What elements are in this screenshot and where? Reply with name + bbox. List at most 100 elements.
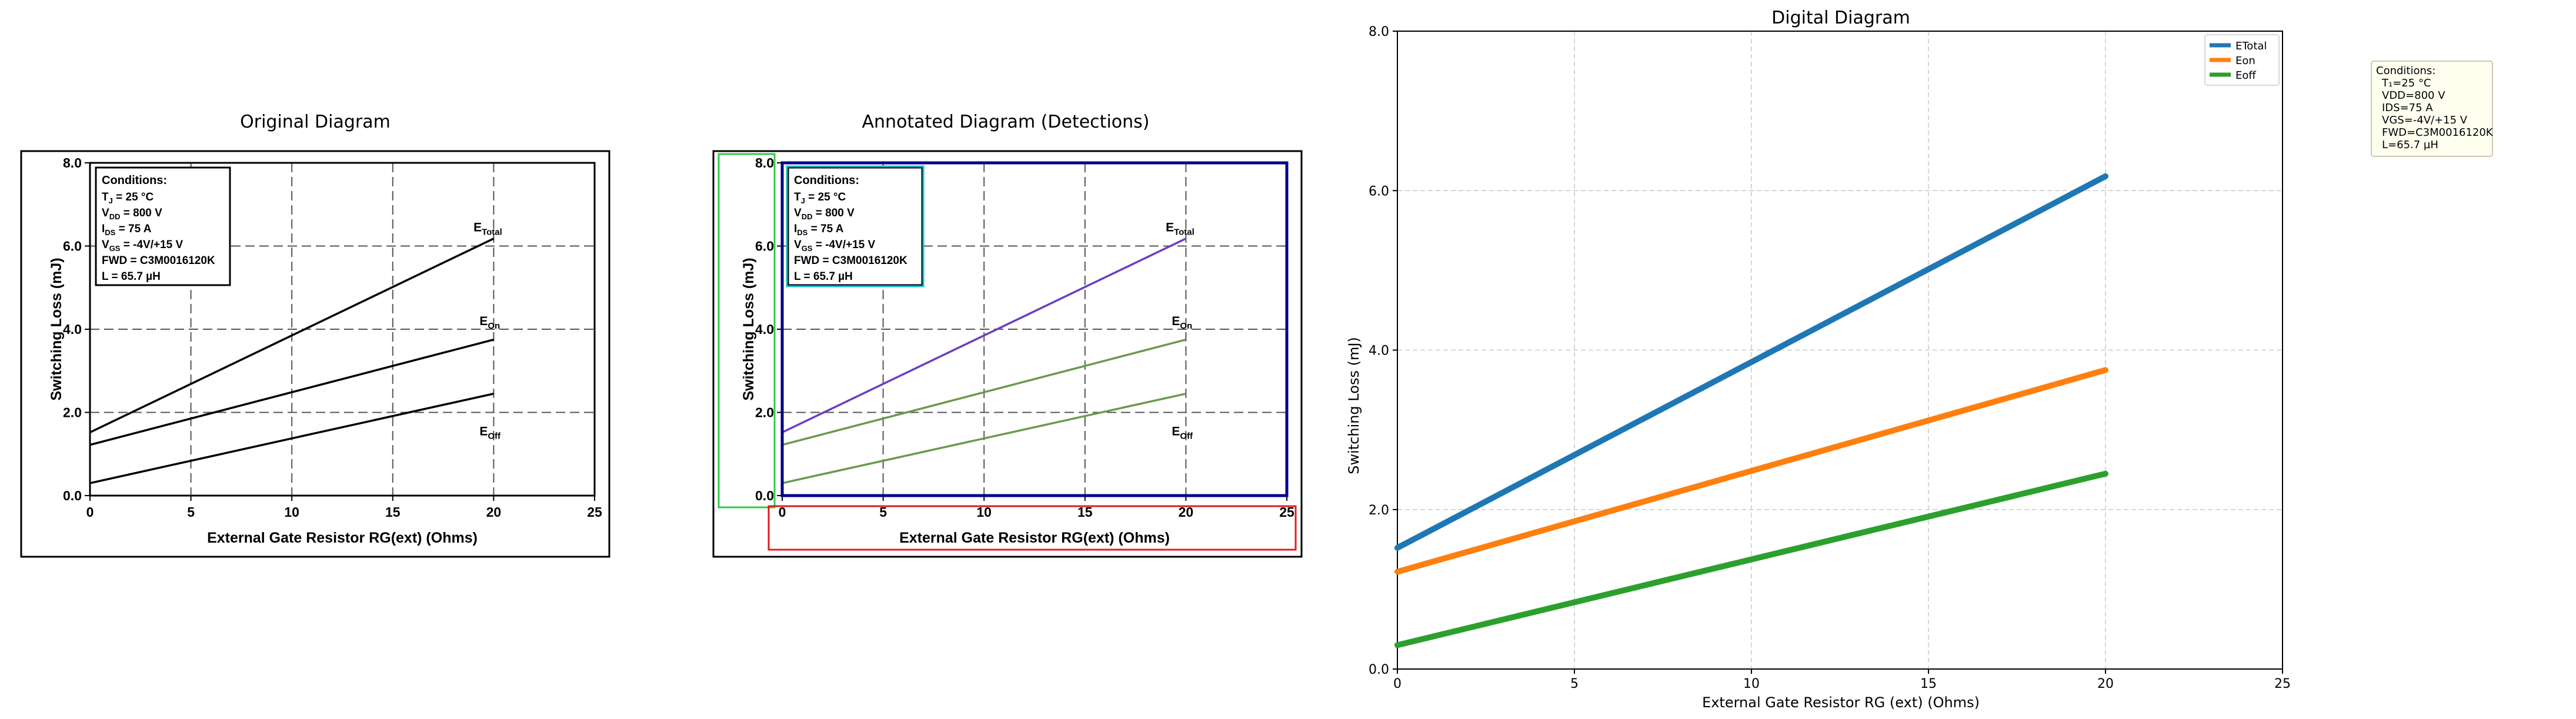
scan-curve-label: ETotal <box>473 221 502 238</box>
detection-box-y-axis <box>718 153 776 509</box>
scan-curve-label-sub: Total <box>1174 228 1194 238</box>
detection-box-plot-area <box>780 161 1289 497</box>
digital-panel: Digital Diagram 0 5 10 15 20 25 0.0 2.0 4.0 6.0 8.… <box>1346 8 2291 711</box>
digital-x-tick-label: 10 <box>1743 677 1760 691</box>
scan-curve-label: EOn <box>1172 315 1192 331</box>
digital-xlabel: External Gate Resistor RG (ext) (Ohms) <box>1702 694 1980 711</box>
conditions-line: VDD=800 V <box>2382 89 2445 102</box>
scan-condition-main: T <box>102 191 109 203</box>
digital-x-tick-label: 25 <box>2274 677 2291 691</box>
scan-condition-main: FWD = C3M0016120K <box>794 255 907 267</box>
scan-condition-main: V <box>102 239 109 251</box>
digital-x-tick-label: 15 <box>1920 677 1937 691</box>
detection-box-x-axis <box>768 505 1297 551</box>
scan-curve-label-main: E <box>479 315 488 328</box>
digital-y-tick-label: 6.0 <box>1369 184 1389 199</box>
digital-legend: ETotal Eon Eoff <box>2204 34 2280 86</box>
scan-condition-sub: DD <box>109 212 121 221</box>
scan-x-tick-label: 0 <box>86 504 94 520</box>
digital-x-tick-label: 5 <box>1570 677 1579 691</box>
original-scan-chart: 0 5 10 15 20 25 0.0 2.0 4.0 6.0 8.0 External Gate R… <box>48 155 602 546</box>
scan-condition-sub: J <box>801 196 805 205</box>
scan-x-tick-label: 15 <box>385 504 401 520</box>
scan-condition-line: VGS = -4V/+15 V <box>102 239 183 253</box>
conditions-line: VGS=-4V/+15 V <box>2382 114 2468 126</box>
scan-condition-rest: = 800 V <box>812 207 855 219</box>
scan-condition-line: TJ = 25 °C <box>102 191 154 205</box>
conditions-box-frame <box>2371 61 2493 157</box>
digital-series-eon <box>1394 367 2108 575</box>
scan-curve-eoff <box>89 392 494 484</box>
scan-curve-label-main: E <box>1166 221 1174 235</box>
scan-x-tick-label: 20 <box>486 504 502 520</box>
annotated-panel: Annotated Diagram (Detections) 0 5 10 15 20 2… <box>712 112 1303 558</box>
scan-condition-main: V <box>794 239 802 251</box>
conditions-line: L=65.7 µH <box>2382 139 2438 151</box>
scan-condition-rest: = 25 °C <box>805 191 846 203</box>
scan-y-tick-label: 4.0 <box>63 322 82 337</box>
conditions-line: IDS=75 A <box>2382 102 2433 114</box>
scan-y-tick-label: 6.0 <box>755 239 774 254</box>
scan-condition-sub: DS <box>105 228 115 237</box>
scan-condition-rest: = -4V/+15 V <box>812 239 875 251</box>
scan-condition-line: IDS = 75 A <box>794 223 844 237</box>
scan-condition-main: FWD = C3M0016120K <box>102 255 215 267</box>
original-panel: Original Diagram 0 5 10 15 20 25 0.0 2.0 4.0 6.0 8… <box>20 112 610 558</box>
conditions-line: FWD=C3M0016120K <box>2382 126 2494 139</box>
scan-y-tick-label: 8.0 <box>63 155 82 170</box>
scan-condition-main: L = 65.7 µH <box>102 270 161 283</box>
scan-condition-line: FWD = C3M0016120K <box>102 255 215 267</box>
scan-y-tick-label: 4.0 <box>755 322 774 337</box>
scan-y-tick-label: 0.0 <box>63 488 82 503</box>
scan-x-tick-label: 5 <box>187 504 195 520</box>
digital-x-tick-label: 20 <box>2097 677 2114 691</box>
scan-curve-label-main: E <box>473 221 482 235</box>
scan-condition-main: V <box>102 207 109 219</box>
scan-condition-sub: GS <box>802 244 813 253</box>
scan-condition-main: I <box>794 223 797 235</box>
scan-condition-line: FWD = C3M0016120K <box>794 255 907 267</box>
scan-x-tick-label: 10 <box>284 504 299 520</box>
scan-condition-sub: DD <box>802 212 813 221</box>
scan-curve-eon <box>89 338 494 446</box>
digital-title: Digital Diagram <box>1771 8 1910 28</box>
digital-series-etotal <box>1394 173 2108 551</box>
detection-overlay <box>718 153 1297 551</box>
legend-label: Eon <box>2235 55 2255 67</box>
scan-x-tick-label: 25 <box>587 504 602 520</box>
conditions-line: T₁=25 °C <box>2381 77 2431 89</box>
scan-curve-label: EOff <box>479 424 501 441</box>
scan-curve-label: EOn <box>479 315 500 331</box>
scan-condition-rest: = -4V/+15 V <box>120 239 183 251</box>
scan-y-tick-label: 8.0 <box>755 155 774 170</box>
scan-condition-sub: DS <box>797 228 807 237</box>
original-title: Original Diagram <box>240 112 391 132</box>
scan-curve-eoff <box>782 392 1186 484</box>
conditions-line: Conditions: <box>2376 65 2435 77</box>
scan-condition-main: V <box>794 207 802 219</box>
scan-conditions-title: Conditions: <box>794 174 859 187</box>
scan-curve-eon <box>782 338 1186 446</box>
scan-curve-etotal <box>89 238 495 434</box>
scan-condition-line: VDD = 800 V <box>794 207 855 221</box>
scan-condition-rest: = 75 A <box>115 223 151 235</box>
scan-curve-label-main: E <box>479 424 488 438</box>
scan-curve-label-main: E <box>1172 424 1180 438</box>
scan-condition-main: I <box>102 223 105 235</box>
annotated-title: Annotated Diagram (Detections) <box>862 112 1150 132</box>
scan-curve-label-sub: Total <box>482 228 502 238</box>
legend-label: ETotal <box>2235 40 2267 52</box>
scan-x-axis-label: External Gate Resistor RG(ext) (Ohms) <box>207 530 478 546</box>
scan-conditions-box <box>787 166 923 286</box>
scan-curve-label-sub: Off <box>488 431 501 441</box>
digital-x-tick-label: 0 <box>1393 677 1402 691</box>
scan-x-tick-label: 0 <box>779 504 786 520</box>
scan-condition-line: VDD = 800 V <box>102 207 162 221</box>
scan-curve-label-sub: On <box>488 321 500 331</box>
scan-y-tick-label: 6.0 <box>63 239 82 254</box>
digital-ylabel: Switching Loss (mJ) <box>1346 337 1362 474</box>
